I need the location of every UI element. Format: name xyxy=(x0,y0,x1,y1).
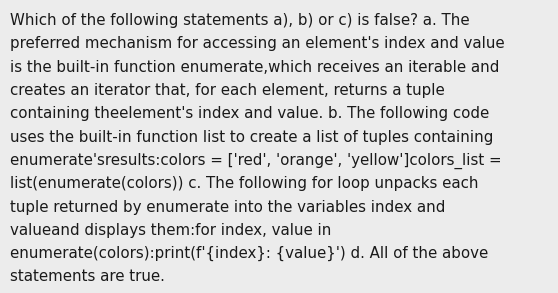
Text: list(enumerate(colors)) c. The following for loop unpacks each: list(enumerate(colors)) c. The following… xyxy=(10,176,479,191)
Text: containing theelement's index and value. b. The following code: containing theelement's index and value.… xyxy=(10,106,489,121)
Text: preferred mechanism for accessing an element's index and value: preferred mechanism for accessing an ele… xyxy=(10,36,504,52)
Text: enumerate'sresults:colors = ['red', 'orange', 'yellow']colors_list =: enumerate'sresults:colors = ['red', 'ora… xyxy=(10,153,502,169)
Text: enumerate(colors):print(f'{index}: {value}') d. All of the above: enumerate(colors):print(f'{index}: {valu… xyxy=(10,246,488,261)
Text: valueand displays them:for index, value in: valueand displays them:for index, value … xyxy=(10,223,331,238)
Text: tuple returned by enumerate into the variables index and: tuple returned by enumerate into the var… xyxy=(10,200,445,214)
Text: statements are true.: statements are true. xyxy=(10,270,165,285)
Text: uses the built-in function list to create a list of tuples containing: uses the built-in function list to creat… xyxy=(10,130,493,145)
Text: is the built-in function enumerate,which receives an iterable and: is the built-in function enumerate,which… xyxy=(10,60,499,75)
Text: Which of the following statements a), b) or c) is false? a. The: Which of the following statements a), b)… xyxy=(10,13,470,28)
Text: creates an iterator that, for each element, returns a tuple: creates an iterator that, for each eleme… xyxy=(10,83,445,98)
